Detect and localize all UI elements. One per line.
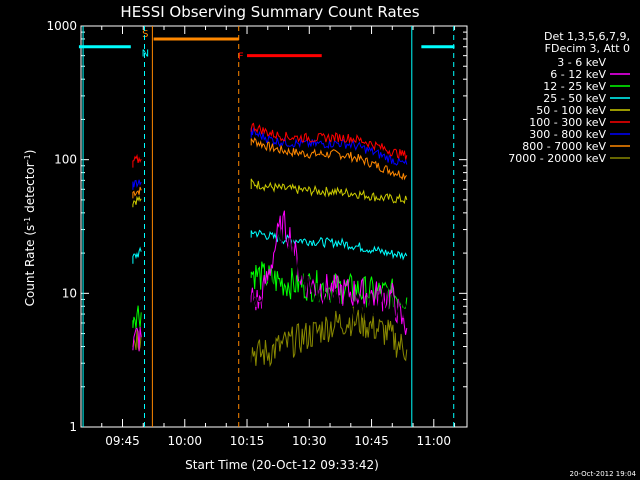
flag-label-f: F: [238, 52, 244, 63]
legend-entry-label: 100 - 300 keV: [529, 116, 606, 129]
x-axis-label: Start Time (20-Oct-12 09:33:42): [185, 458, 379, 472]
legend-entry-label: 7000 - 20000 keV: [508, 152, 606, 165]
series-line-50-100-kev: [250, 178, 408, 205]
series-line-300-800-kev: [250, 127, 408, 166]
legend-entry-label: 300 - 800 keV: [529, 128, 606, 141]
series-line-6-12-kev: [250, 210, 408, 335]
series-line-25-50-kev: [132, 246, 142, 264]
series-line-300-800-kev: [132, 179, 142, 190]
y-axis-label-sup1: -1: [23, 217, 32, 225]
legend-header-line: Det 1,3,5,6,7,9,: [544, 30, 630, 43]
x-tick-label: 11:00: [416, 434, 451, 448]
x-tick-label: 10:00: [167, 434, 202, 448]
series-line-3-6-kev: [132, 350, 142, 393]
legend-entry-label: 50 - 100 keV: [536, 104, 606, 117]
legend: Det 1,3,5,6,7,9,FDecim 3, Att 03 - 6 keV…: [508, 30, 630, 165]
legend-entry-label: 25 - 50 keV: [543, 92, 606, 105]
y-axis-label: Count Rate (s-1 detector-1): [23, 150, 38, 307]
series-line-800-7000-kev: [250, 137, 408, 181]
y-axis-label-main: Count Rate (s: [23, 225, 37, 307]
plot-frame: [80, 25, 468, 428]
series-line-100-300-kev: [132, 153, 142, 168]
x-tick-label: 09:45: [105, 434, 140, 448]
y-tick-label: 10: [62, 286, 77, 300]
flag-label-n: N: [142, 49, 149, 60]
legend-entry-label: 3 - 6 keV: [557, 56, 606, 69]
y-axis-label-end: ): [23, 150, 37, 155]
x-tick-label: 10:30: [292, 434, 327, 448]
series-line-3-6-kev: [250, 229, 408, 393]
y-axis-label-sup2: -1: [23, 154, 32, 162]
series-line-50-100-kev: [132, 195, 142, 208]
series-line-12-25-kev: [132, 305, 142, 329]
legend-entry-label: 800 - 7000 keV: [522, 140, 606, 153]
y-axis-label-mid: detector: [23, 162, 37, 217]
series-line-100-300-kev: [250, 122, 408, 160]
series-line-800-7000-kev: [132, 186, 142, 199]
x-tick-label: 10:15: [230, 434, 265, 448]
x-tick-label: 10:45: [354, 434, 389, 448]
chart-title: HESSI Observing Summary Count Rates: [120, 3, 419, 21]
legend-entry-label: 6 - 12 keV: [550, 68, 606, 81]
series-line-6-12-kev: [132, 326, 142, 352]
timestamp: 20-Oct-2012 19:04: [570, 470, 637, 478]
series-line-7000-20000-kev: [250, 306, 408, 368]
legend-entry-label: 12 - 25 keV: [543, 80, 606, 93]
legend-header-line: FDecim 3, Att 0: [545, 42, 630, 55]
y-tick-label: 1000: [46, 19, 77, 33]
y-tick-label: 1: [69, 420, 77, 434]
plot-layer: 1 10 100 1000 09:45 10:00 10:15 10:30 10:45 11:00…: [46, 19, 468, 448]
flag-label-s: S: [142, 29, 148, 40]
y-tick-label: 100: [54, 153, 77, 167]
series-line-25-50-kev: [250, 229, 408, 261]
